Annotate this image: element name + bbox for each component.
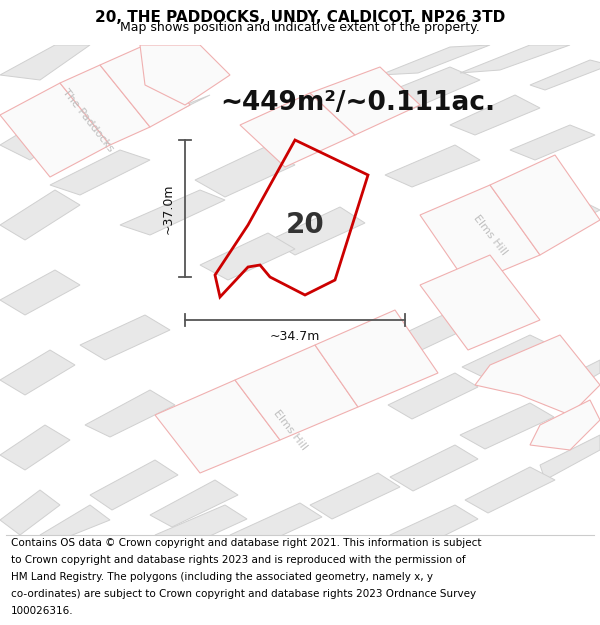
Polygon shape [450,95,540,135]
Polygon shape [120,190,225,235]
Polygon shape [385,145,480,187]
Polygon shape [55,65,155,105]
Polygon shape [540,435,600,480]
Polygon shape [390,505,478,551]
Text: Elms Hill: Elms Hill [471,213,509,257]
Text: ~449m²/~0.111ac.: ~449m²/~0.111ac. [220,90,495,116]
Polygon shape [530,400,600,450]
Text: 20: 20 [286,211,325,239]
Polygon shape [60,65,150,145]
Polygon shape [420,255,540,350]
Polygon shape [0,115,80,160]
Polygon shape [155,505,247,551]
Polygon shape [390,445,478,491]
Polygon shape [140,45,230,105]
Polygon shape [155,380,280,473]
Polygon shape [90,460,178,510]
Polygon shape [85,390,175,437]
Polygon shape [460,403,554,449]
Polygon shape [0,425,70,470]
Polygon shape [200,233,295,280]
Polygon shape [540,360,600,405]
Polygon shape [195,147,295,197]
Text: Map shows position and indicative extent of the property.: Map shows position and indicative extent… [120,21,480,34]
Polygon shape [240,93,355,167]
Polygon shape [475,335,600,415]
Text: 100026316.: 100026316. [11,606,73,616]
Polygon shape [120,95,210,135]
Polygon shape [150,480,238,527]
Text: Elms Hill: Elms Hill [271,408,309,452]
Polygon shape [270,207,365,255]
Polygon shape [315,310,438,407]
Text: ~37.0m: ~37.0m [162,183,175,234]
Polygon shape [515,200,600,240]
Polygon shape [390,307,485,353]
Polygon shape [0,350,75,395]
Text: Contains OS data © Crown copyright and database right 2021. This information is : Contains OS data © Crown copyright and d… [11,538,481,548]
Polygon shape [0,270,80,315]
Text: 20, THE PADDOCKS, UNDY, CALDICOT, NP26 3TD: 20, THE PADDOCKS, UNDY, CALDICOT, NP26 3… [95,10,505,25]
Polygon shape [235,345,358,440]
Polygon shape [510,125,595,160]
Polygon shape [460,45,570,73]
Text: The Paddocks: The Paddocks [61,87,116,153]
Text: HM Land Registry. The polygons (including the associated geometry, namely x, y: HM Land Registry. The polygons (includin… [11,572,433,582]
Polygon shape [310,473,400,519]
Polygon shape [310,67,420,135]
Polygon shape [0,45,90,80]
Text: co-ordinates) are subject to Crown copyright and database rights 2023 Ordnance S: co-ordinates) are subject to Crown copyr… [11,589,476,599]
Polygon shape [100,45,190,127]
Polygon shape [0,190,80,240]
Polygon shape [0,490,60,535]
Polygon shape [80,315,170,360]
Polygon shape [380,45,490,75]
Text: ~34.7m: ~34.7m [270,330,320,343]
Polygon shape [40,505,110,540]
Polygon shape [388,373,478,419]
Polygon shape [230,503,322,549]
Polygon shape [462,335,555,379]
Polygon shape [455,175,545,217]
Polygon shape [0,83,110,177]
Polygon shape [380,67,480,110]
Text: to Crown copyright and database rights 2023 and is reproduced with the permissio: to Crown copyright and database rights 2… [11,555,466,565]
Polygon shape [490,155,600,255]
Polygon shape [465,467,555,513]
Polygon shape [420,185,540,285]
Polygon shape [50,150,150,195]
Polygon shape [530,60,600,90]
